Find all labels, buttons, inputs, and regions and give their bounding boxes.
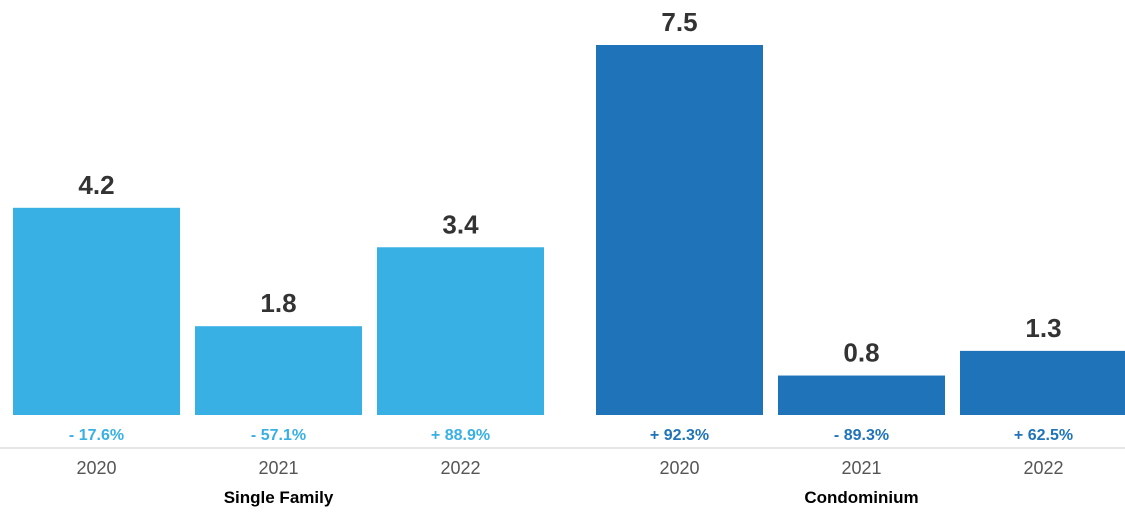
data-label: 1.3 [1025, 313, 1061, 343]
x-tick-label: 2021 [258, 458, 298, 478]
x-tick-label: 2022 [1023, 458, 1063, 478]
data-label: 7.5 [661, 7, 697, 37]
change-label: + 88.9% [431, 427, 490, 444]
x-tick-label: 2022 [440, 458, 480, 478]
change-label: + 62.5% [1014, 427, 1073, 444]
bar [13, 207, 180, 415]
bar [778, 375, 945, 415]
data-label: 1.8 [260, 288, 296, 318]
change-label: - 57.1% [251, 427, 306, 444]
change-label: + 92.3% [650, 427, 709, 444]
bar [596, 45, 763, 415]
group-label: Condominium [804, 488, 918, 507]
bar [960, 350, 1125, 415]
bar [377, 247, 544, 415]
bar [195, 326, 362, 415]
group-label: Single Family [224, 488, 334, 507]
data-label: 0.8 [843, 338, 879, 368]
change-label: - 17.6% [69, 427, 124, 444]
x-tick-label: 2021 [841, 458, 881, 478]
data-label: 4.2 [78, 170, 114, 200]
x-tick-label: 2020 [76, 458, 116, 478]
x-tick-label: 2020 [659, 458, 699, 478]
change-label: - 89.3% [834, 427, 889, 444]
data-label: 3.4 [442, 209, 479, 239]
